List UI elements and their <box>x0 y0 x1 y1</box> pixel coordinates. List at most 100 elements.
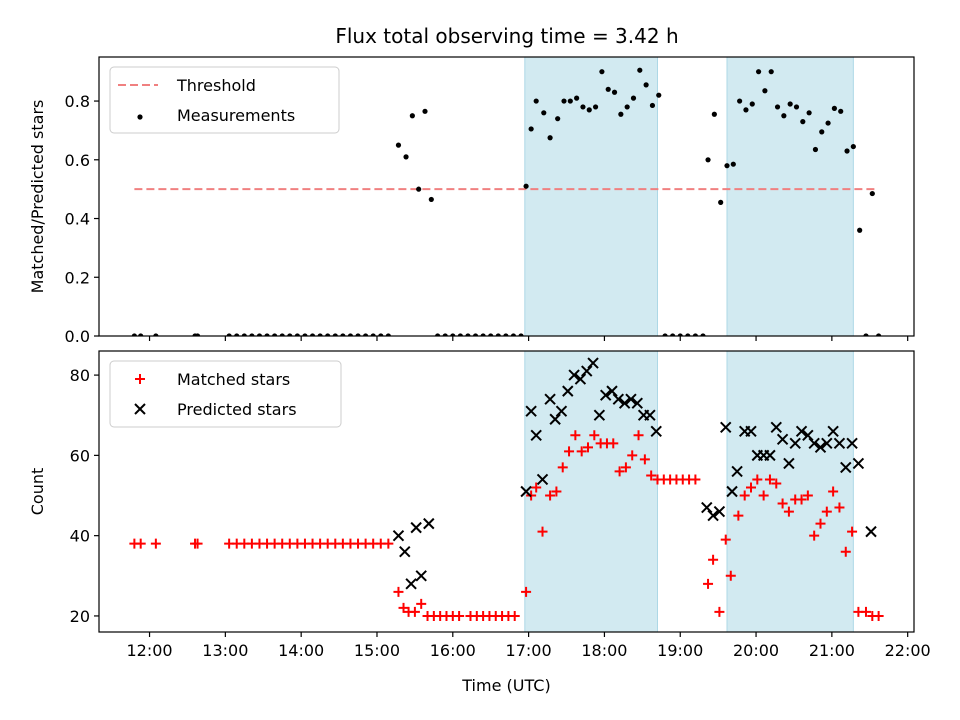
measurement-point <box>618 111 624 117</box>
legend-label: Measurements <box>177 106 295 125</box>
measurement-point <box>730 161 736 167</box>
measurement-point <box>403 154 409 160</box>
measurement-point <box>272 333 278 336</box>
measurement-point <box>317 333 323 336</box>
legend-2: Matched stars Predicted stars <box>109 360 342 428</box>
legend-box <box>109 66 340 134</box>
chart-title: Flux total observing time = 3.42 h <box>335 24 678 48</box>
measurement-point <box>718 199 724 205</box>
predicted-star-point <box>814 441 827 454</box>
predicted-star-point <box>720 421 732 433</box>
top-panel: 0.0 0.2 0.4 0.6 0.8 Matched/Predicted stars Th… <box>28 56 915 346</box>
predicted-star-point <box>415 570 427 582</box>
matched-star-point <box>531 482 542 493</box>
legend-measurement-swatch <box>137 114 143 120</box>
measurement-point <box>774 104 781 110</box>
matched-star-point <box>454 610 465 621</box>
measurement-point <box>876 333 882 336</box>
predicted-star-point <box>574 373 587 385</box>
measurement-point <box>409 113 415 119</box>
predicted-star-point <box>745 425 757 437</box>
matched-star-point <box>521 586 532 597</box>
measurement-point <box>249 333 255 336</box>
y-tick-label: 0.6 <box>65 151 90 170</box>
axes-frame-1 <box>98 56 915 337</box>
measurement-point <box>624 104 630 110</box>
bottom-panel: 12:00 13:00 14:00 15:00 16:00 17:00 18:00 19:00… <box>28 350 931 695</box>
x-tick-label: 22:00 <box>885 641 931 660</box>
predicted-star-point <box>776 433 789 446</box>
predicted-star-point <box>562 385 574 397</box>
measurement-point <box>670 333 676 336</box>
x-tick-label: 12:00 <box>126 641 172 660</box>
predicted-star-point <box>846 437 858 450</box>
predicted-star-point <box>593 409 606 421</box>
predicted-star-point <box>549 413 561 425</box>
matched-star-point <box>802 490 813 501</box>
measurement-point <box>309 333 316 336</box>
measurement-point <box>574 95 580 101</box>
matched-star-point <box>764 474 775 485</box>
measurement-point <box>416 186 422 192</box>
matched-star-point <box>583 442 593 453</box>
matched-star-point <box>873 610 884 621</box>
measurement-point <box>806 110 812 116</box>
legend-label: Predicted stars <box>177 400 297 419</box>
measurement-point <box>256 333 263 336</box>
measurement-point <box>302 333 308 336</box>
y-tick-label: 0.2 <box>65 268 90 287</box>
matched-star-point <box>720 534 731 545</box>
measurement-point <box>547 135 553 141</box>
measurement-point <box>656 92 662 98</box>
predicted-star-point <box>827 425 839 437</box>
x-tick-label: 18:00 <box>581 641 627 660</box>
x-tick-label: 15:00 <box>354 641 400 660</box>
matched-star-point <box>589 430 600 441</box>
predicted-star-point <box>399 546 411 558</box>
predicted-star-point <box>599 389 612 401</box>
matched-star-point <box>703 578 714 589</box>
matched-star-point <box>840 546 851 557</box>
measurement-point <box>630 95 637 101</box>
predicted-star-point <box>833 437 846 450</box>
matched-star-point <box>771 478 782 489</box>
matched-star-point <box>614 466 625 477</box>
matched-star-point <box>714 606 725 617</box>
matched-star-point <box>752 474 763 485</box>
measurement-point <box>378 333 384 336</box>
predicted-star-point <box>650 425 662 437</box>
matched-star-point <box>758 490 769 501</box>
measurement-point <box>533 98 539 104</box>
legend-label: Matched stars <box>177 370 290 389</box>
measurement-point <box>825 120 831 126</box>
matched-star-point <box>192 538 203 549</box>
measurement-point <box>611 89 618 95</box>
predicted-star-point <box>713 505 726 518</box>
matched-star-point <box>733 510 744 521</box>
measurement-point <box>737 98 743 104</box>
measurement-point <box>850 143 856 150</box>
measurement-point <box>711 111 717 117</box>
measurement-point <box>355 333 361 336</box>
measurement-point <box>793 104 800 110</box>
measurement-point <box>465 333 471 336</box>
predicted-star-point <box>795 425 808 437</box>
predicted-star-point <box>808 437 820 450</box>
predicted-star-point <box>707 509 719 522</box>
x-axis-label: Time (UTC) <box>461 676 550 695</box>
predicted-star-point <box>821 437 833 450</box>
measurement-point <box>555 116 561 122</box>
legend-predicted-swatch <box>134 403 146 415</box>
measurement-point <box>857 227 863 233</box>
measurement-point <box>541 110 547 116</box>
matched-star-point <box>557 462 568 473</box>
matched-star-point <box>416 598 427 609</box>
measurement-point <box>662 333 668 336</box>
predicted-star-point <box>789 437 801 450</box>
measurement-point <box>510 333 517 336</box>
measurement-point <box>287 333 293 336</box>
matched-star-point <box>809 530 820 541</box>
plot-area-1 <box>131 67 882 336</box>
measurement-point <box>643 82 649 88</box>
matched-star-point <box>777 498 788 509</box>
